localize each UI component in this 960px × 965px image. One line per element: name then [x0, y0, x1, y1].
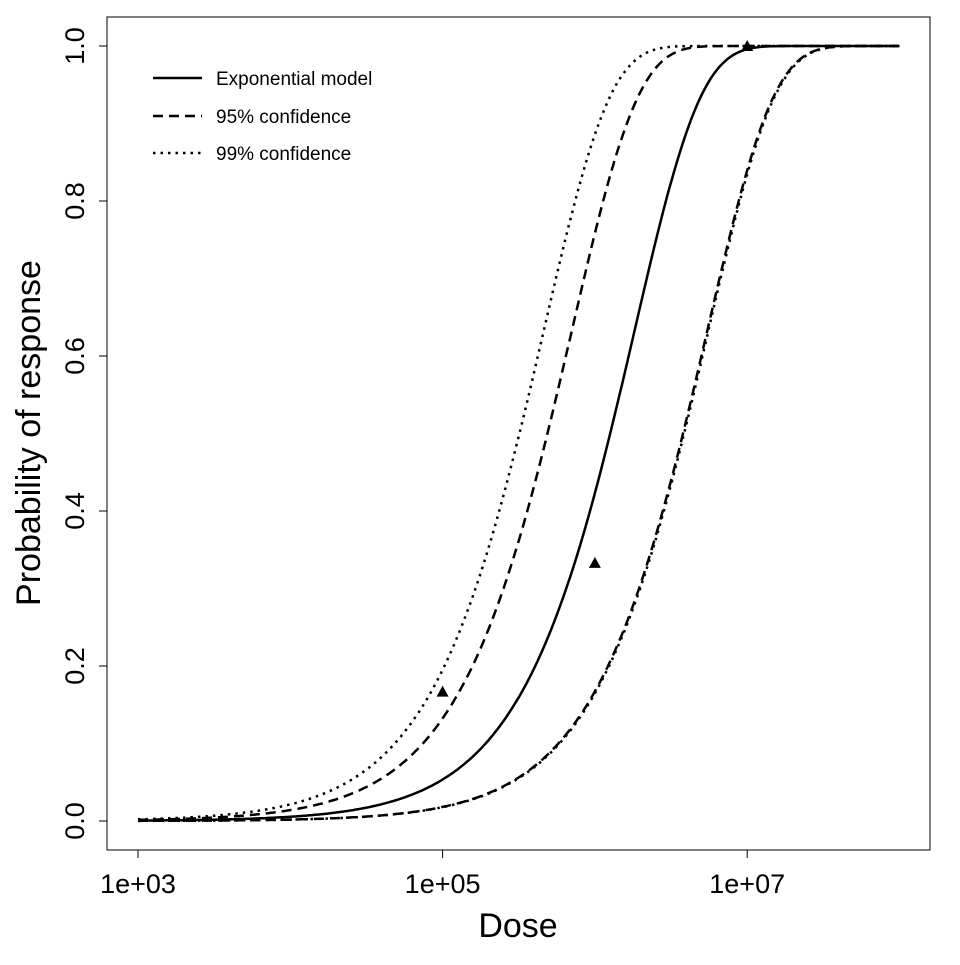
observed-point-0 [436, 685, 449, 697]
y-tick-label-4: 0.8 [60, 182, 90, 220]
curve-dashed-1 [138, 44, 900, 822]
observed-point-1 [588, 556, 601, 568]
plot-frame [106, 16, 931, 851]
legend: Exponential model 95% confidence 99% con… [153, 69, 372, 165]
observed-points [436, 40, 754, 697]
x-axis-label: Dose [478, 907, 557, 945]
legend-label-95: 95% confidence [216, 107, 351, 128]
legend-label-99: 99% confidence [216, 144, 351, 165]
x-tick-label-2: 1e+07 [709, 869, 785, 899]
x-tick-label-1: 1e+05 [405, 869, 481, 899]
y-tick-label-2: 0.4 [60, 492, 90, 530]
x-axis: 1e+03 1e+05 1e+07 [100, 849, 785, 899]
y-tick-label-5: 1.0 [60, 27, 90, 65]
y-axis: 0.0 0.2 0.4 0.6 0.8 1.0 [60, 27, 108, 840]
curve-dashed-2 [138, 44, 900, 823]
legend-label-model: Exponential model [216, 69, 372, 90]
y-tick-label-0: 0.0 [60, 802, 90, 840]
curves [138, 44, 900, 823]
observed-point-2 [741, 40, 754, 51]
curve-dotted-3 [138, 44, 900, 821]
y-tick-label-1: 0.2 [60, 647, 90, 685]
y-axis-label: Probability of response [10, 260, 48, 606]
x-tick-label-0: 1e+03 [100, 869, 176, 899]
y-tick-label-3: 0.6 [60, 337, 90, 375]
